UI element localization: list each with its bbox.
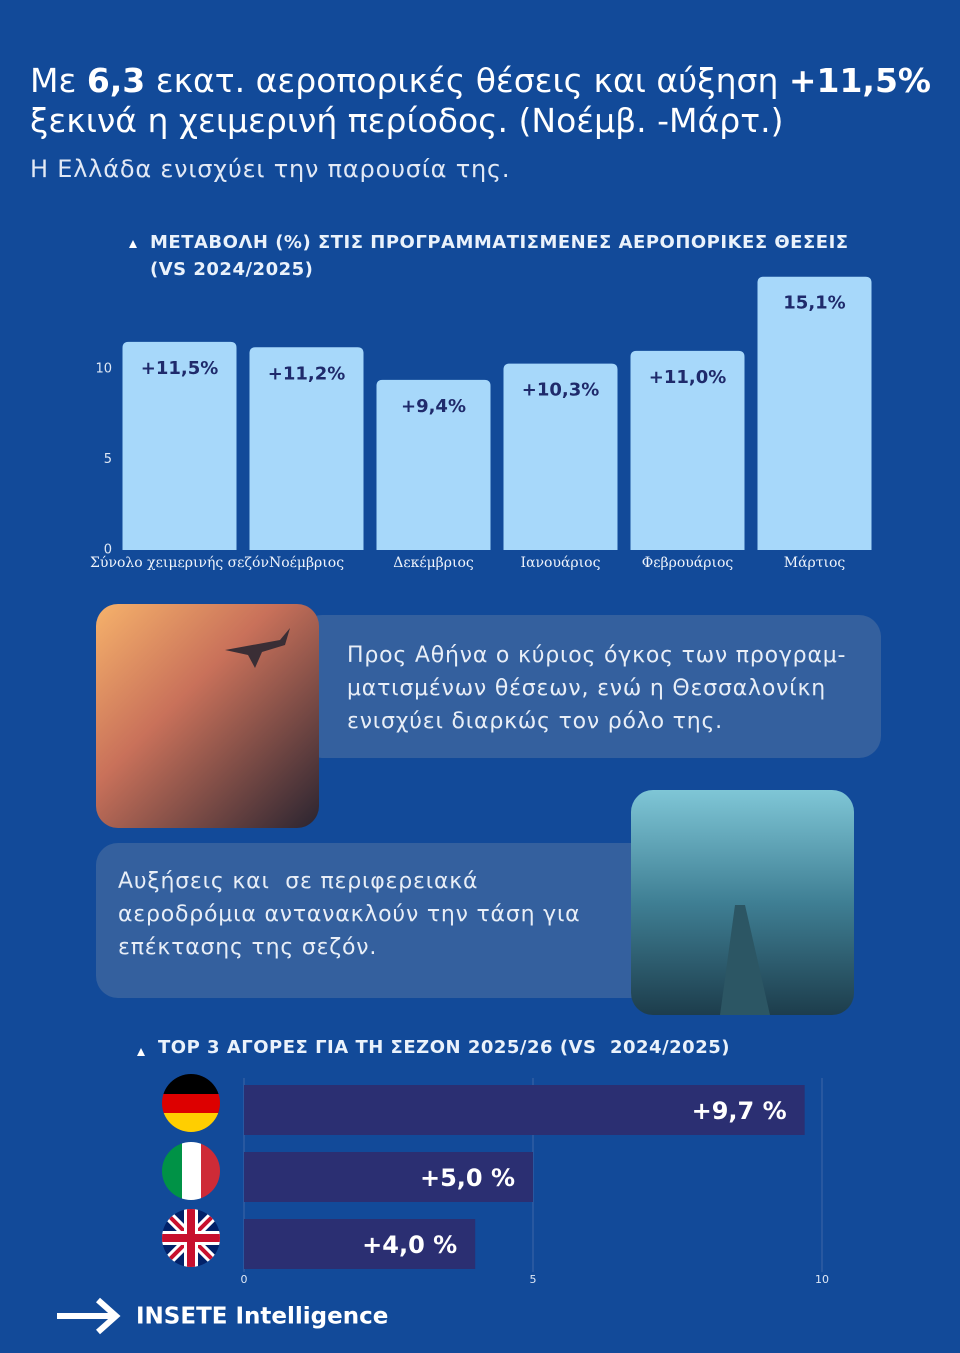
flag-uk — [162, 1209, 220, 1267]
bar — [376, 379, 491, 550]
title-marker — [129, 240, 137, 248]
note-line: Προς Αθήνα ο κύριος όγκος των προγραμ- — [347, 643, 846, 668]
bar — [244, 1152, 533, 1202]
note-box — [300, 615, 881, 758]
bar — [503, 363, 618, 550]
value-label: +9,4% — [401, 396, 466, 417]
headline-part: ξεκινά η χειμερινή περίοδος. (Νοέμβ. -Μά… — [30, 101, 783, 140]
x-tick-label: 0 — [241, 1273, 248, 1286]
flag-germany — [162, 1074, 220, 1132]
y-tick-label: 5 — [104, 452, 112, 467]
note-box — [96, 843, 656, 998]
x-tick-label: Δεκέμβριος — [393, 554, 474, 571]
x-tick-label: Μάρτιος — [784, 555, 846, 571]
bar — [630, 350, 745, 550]
value-label: +9,7 % — [692, 1097, 787, 1125]
subtitle: Η Ελλάδα ενισχύει την παρουσία της. — [30, 155, 510, 183]
headline-part: Με — [30, 61, 87, 100]
brand-arrow — [57, 1297, 121, 1335]
y-tick-label: 10 — [95, 362, 112, 377]
value-label: +11,2% — [268, 363, 346, 384]
chart-title: (VS 2024/2025) — [150, 259, 313, 280]
x-tick-label: 5 — [530, 1273, 537, 1286]
x-tick-label: Σύνολο χειμερινής σεζόν — [90, 555, 269, 571]
photo-airport-lounge — [96, 604, 319, 828]
chart-title: TOP 3 ΑΓΟΡΕΣ ΓΙΑ ΤΗ ΣΕΖΟΝ 2025/26 (VS 20… — [158, 1037, 730, 1058]
headline-part: εκατ. αεροπορικές θέσεις και αύξηση — [145, 61, 789, 100]
note-line: ματισμένων θέσεων, ενώ η Θεσσαλονίκη — [347, 676, 826, 701]
brand: INSETE Intelligence — [136, 1304, 388, 1330]
x-tick-label: Νοέμβριος — [269, 554, 344, 571]
title-marker — [137, 1048, 145, 1056]
bar — [249, 347, 364, 550]
note-line: Αυξήσεις και σε περιφερειακά — [118, 869, 478, 894]
chart-title: ΜΕΤΑΒΟΛΗ (%) ΣΤΙΣ ΠΡΟΓΡΑΜΜΑΤΙΣΜΕΝΕΣ ΑΕΡΟ… — [150, 232, 849, 253]
value-label: +5,0 % — [420, 1164, 515, 1192]
value-label: 15,1% — [783, 293, 845, 314]
note-line: επέκτασης της σεζόν. — [118, 935, 377, 960]
value-label: +10,3% — [522, 380, 600, 401]
headline-line-2: ξεκινά η χειμερινή περίοδος. (Νοέμβ. -Μά… — [30, 101, 783, 140]
note-line: ενισχύει διαρκώς τον ρόλο της. — [347, 709, 723, 734]
value-label: +4,0 % — [362, 1231, 457, 1259]
x-tick-label: Φεβρουάριος — [642, 555, 734, 571]
note-line: αεροδρόμια αντανακλούν την τάση για — [118, 902, 581, 927]
headline-part: +11,5% — [789, 61, 931, 100]
photo-plane — [225, 628, 290, 668]
photo-walkway — [720, 905, 770, 1015]
photo-airport-terminal — [631, 790, 854, 1015]
headline-line-1: Με 6,3 εκατ. αεροπορικές θέσεις και αύξη… — [30, 61, 931, 100]
y-tick-label: 0 — [104, 543, 112, 558]
bar — [122, 341, 237, 550]
value-label: +11,5% — [141, 358, 219, 379]
bar — [244, 1085, 805, 1135]
value-label: +11,0% — [649, 367, 727, 388]
bar — [757, 276, 872, 550]
x-tick-label: 10 — [815, 1273, 829, 1286]
headline-part: 6,3 — [87, 61, 145, 100]
flag-italy — [162, 1142, 220, 1200]
x-tick-label: Ιανουάριος — [521, 555, 601, 571]
bar — [244, 1219, 476, 1269]
